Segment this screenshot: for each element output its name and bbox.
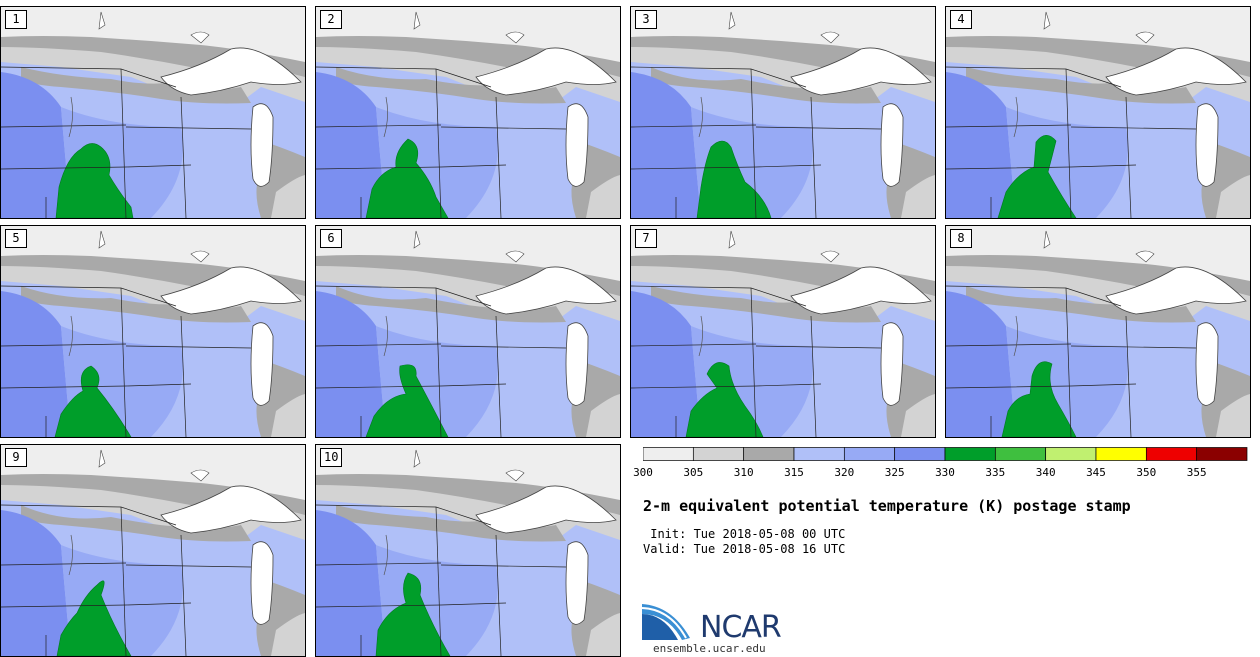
member-panel: 1 [0,6,306,219]
member-map [1,7,305,218]
init-time: Init: Tue 2018-05-08 00 UTC [643,527,846,541]
member-panel: 10 [315,444,621,657]
colorbar-swatch [944,447,996,461]
member-number: 10 [320,448,343,467]
colorbar-tick-label: 320 [834,466,855,479]
member-panel: 6 [315,225,621,438]
member-map [316,226,620,437]
logo-text: NCAR [700,610,782,645]
colorbar-tick-label: 310 [733,466,754,479]
colorbar-swatch [1045,447,1097,461]
member-panel: 9 [0,444,306,657]
member-panel: 8 [945,225,1251,438]
colorbar-tick-label: 315 [784,466,804,479]
colorbar-swatch [1196,447,1248,461]
colorbar-swatch [1095,447,1147,461]
ncar-logo-icon [642,604,690,640]
member-map [946,226,1250,437]
plot-title: 2-m equivalent potential temperature (K)… [643,497,1131,515]
colorbar-tick-label: 305 [683,466,704,479]
colorbar-swatch [1145,447,1198,461]
colorbar-tick-label: 300 [633,466,653,479]
member-number: 7 [635,229,657,248]
member-number: 2 [320,10,342,29]
member-map [631,226,935,437]
colorbar-tick-label: 325 [884,466,905,479]
member-map [631,7,935,218]
colorbar-tick-label: 355 [1186,466,1207,479]
colorbar-tick-label: 345 [1086,466,1106,479]
colorbar-swatch [692,447,745,461]
colorbar-swatch [743,447,795,461]
member-map [946,7,1250,218]
logo-url: ensemble.ucar.edu [653,642,766,655]
member-number: 8 [950,229,972,248]
member-panel: 4 [945,6,1251,219]
colorbar-tick-label: 340 [1035,466,1056,479]
member-map [1,445,305,656]
member-map [316,7,620,218]
colorbar-tick-label: 350 [1136,466,1157,479]
member-number: 6 [320,229,342,248]
member-number: 3 [635,10,657,29]
member-number: 4 [950,10,972,29]
member-panel: 3 [630,6,936,219]
valid-time: Valid: Tue 2018-05-08 16 UTC [643,542,846,556]
member-panel: 2 [315,6,621,219]
member-number: 1 [5,10,27,29]
member-map [1,226,305,437]
colorbar [643,447,1248,461]
colorbar-swatch [894,447,946,461]
colorbar-swatch [643,447,694,461]
colorbar-tick-label: 330 [935,466,955,479]
member-map [316,445,620,656]
member-panel: 7 [630,225,936,438]
colorbar-swatch [994,447,1047,461]
colorbar-swatch [843,447,896,461]
member-number: 5 [5,229,27,248]
member-panel: 5 [0,225,306,438]
member-number: 9 [5,448,27,467]
colorbar-swatch [793,447,845,461]
colorbar-tick-label: 335 [985,466,1006,479]
